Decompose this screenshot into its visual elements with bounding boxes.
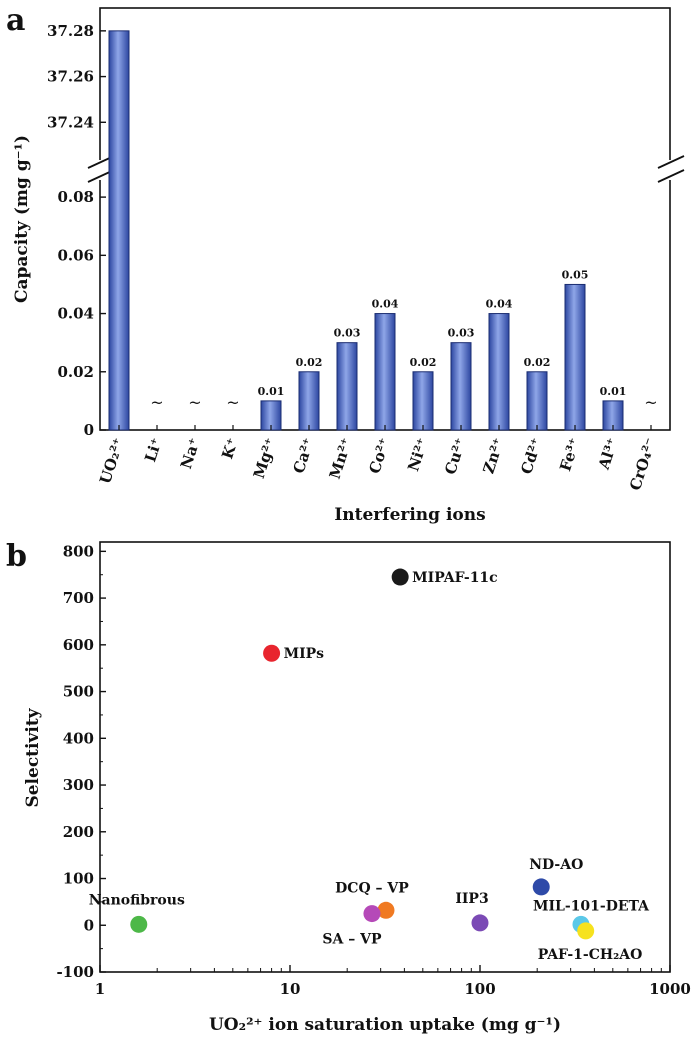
bar <box>336 342 358 431</box>
panel-a-x-tick-label: Ni²⁺ <box>404 436 432 474</box>
panel-a-x-tick-label: Ca²⁺ <box>290 436 318 476</box>
panel-b-y-axis-label: Selectivity <box>23 707 43 807</box>
scatter-point <box>532 878 550 896</box>
bar-data-label: ~ <box>150 393 163 412</box>
bar <box>450 342 472 431</box>
panel-a-x-axis-label: Interfering ions <box>334 505 485 525</box>
scatter-point-label: ND-AO <box>529 857 583 873</box>
panel-a-y-tick-label: 37.24 <box>47 113 94 131</box>
bar-data-label: 0.03 <box>334 327 361 340</box>
bar <box>108 30 130 431</box>
bar-data-label: 0.05 <box>562 268 589 281</box>
scatter-point <box>391 568 409 586</box>
scatter-point <box>363 905 381 923</box>
panel-b-x-tick-label: 10 <box>280 980 301 998</box>
scatter-point <box>471 914 489 932</box>
panel-a-x-tick-label: Mg²⁺ <box>250 436 280 481</box>
bar <box>374 313 396 431</box>
panel-b-ticks: -100 0 100 200 300 400 500 600 700 800 1 10 100 1000 <box>56 542 690 998</box>
bar-data-label: 0.02 <box>410 356 437 369</box>
panel-a-x-tick-label: Fe³⁺ <box>556 436 584 474</box>
panel-b-y-tick-label: 200 <box>63 823 94 841</box>
panel-a-x-tick-label: CrO₄²⁻ <box>626 436 660 493</box>
scatter-point-label: MIPs <box>284 646 325 662</box>
panel-a-x-tick-label: Cd²⁺ <box>517 436 546 477</box>
panel-a-y-tick-label: 0.02 <box>57 363 94 381</box>
bar-data-label: ~ <box>226 393 239 412</box>
panel-a-y-tick-label: 37.26 <box>47 68 94 86</box>
panel-b-y-tick-label: 300 <box>63 776 94 794</box>
panel-b-y-tick-label: -100 <box>56 963 94 981</box>
scatter-point <box>577 922 595 940</box>
panel-a-x-tick-label: Na⁺ <box>177 436 204 471</box>
panel-a-y-tick-label: 37.28 <box>47 22 94 40</box>
panel-a-y-tick-label: 0 <box>84 421 94 439</box>
scatter-point <box>130 915 148 933</box>
panel-a-x-tick-label: Li⁺ <box>141 436 166 465</box>
panel-b-y-tick-label: 700 <box>63 589 94 607</box>
bar-data-label: 0.02 <box>296 356 323 369</box>
panel-b-x-tick-label: 1 <box>95 980 105 998</box>
bar <box>488 313 510 431</box>
bar-data-label: 0.04 <box>372 298 399 311</box>
bar <box>564 283 586 431</box>
scatter-point-label: SA – VP <box>322 932 382 948</box>
scatter-point <box>263 644 281 662</box>
panel-b-x-axis-label: UO₂²⁺ ion saturation uptake (mg g⁻¹) <box>209 1015 561 1035</box>
bar-data-label: 0.02 <box>524 356 551 369</box>
panel-a-label: a <box>6 3 25 38</box>
panel-a-bars: ~ ~ ~0.01 0.02 0.03 0.04 0.02 0.03 0.04 0.02 0.05 0… <box>108 30 658 431</box>
bar-data-label: ~ <box>188 393 201 412</box>
bar <box>298 371 320 431</box>
bar <box>526 371 548 431</box>
panel-a-x-tick-label: Zn²⁺ <box>479 436 507 476</box>
bar-data-label: 0.03 <box>448 327 475 340</box>
panel-a-x-tick-label: Al³⁺ <box>595 436 622 473</box>
panel-a-x-tick-label: Co²⁺ <box>365 436 393 476</box>
bar-data-label: ~ <box>644 393 657 412</box>
panel-b-y-tick-label: 800 <box>63 542 94 560</box>
panel-b-points: MIPAF-11c MIPs Nanofibrous DCQ – VP SA – VP I… <box>89 568 650 963</box>
scatter-point-label: PAF-1-CH₂AO <box>538 947 643 963</box>
panel-a-y-ticks: 0 0.02 0.04 0.06 0.08 37.24 37.26 37.28 <box>47 22 106 439</box>
panel-a-y-axis-label: Capacity (mg g⁻¹) <box>12 135 32 303</box>
panel-a-y-tick-label: 0.06 <box>57 246 94 264</box>
panel-a-x-tick-label: Mn²⁺ <box>326 436 356 482</box>
panel-a-x-ticks: UO₂²⁺ Li⁺ Na⁺ K⁺ Mg²⁺ Ca²⁺ Mn²⁺ Co²⁺ Ni²⁺ Cu²⁺ Zn²… <box>96 425 660 493</box>
panel-a: a 0 0.02 0.04 0.06 0.08 37.24 37.26 37.28 ~ ~ ~0.… <box>6 3 685 525</box>
panel-b-y-tick-label: 400 <box>63 729 94 747</box>
axis-break-right <box>657 155 685 183</box>
panel-a-y-tick-label: 0.08 <box>57 188 94 206</box>
panel-b-frame <box>99 541 671 973</box>
bar-data-label: 0.01 <box>258 385 285 398</box>
panel-b-x-tick-label: 100 <box>464 980 495 998</box>
panel-a-x-tick-label: Cu²⁺ <box>441 436 470 477</box>
panel-b-y-tick-label: 100 <box>63 870 94 888</box>
panel-a-x-tick-label: UO₂²⁺ <box>96 436 128 486</box>
bar-data-label: 0.01 <box>600 385 627 398</box>
scatter-point-label: Nanofibrous <box>89 892 185 908</box>
panel-b-y-tick-label: 500 <box>63 683 94 701</box>
panel-b-label: b <box>6 539 27 574</box>
panel-b-x-tick-label: 1000 <box>649 980 691 998</box>
scatter-point <box>377 901 395 919</box>
bar <box>412 371 434 431</box>
scatter-point-label: IIP3 <box>455 891 488 907</box>
panel-b: b -100 0 100 200 300 400 500 600 700 800 1 10 100 100… <box>6 539 691 1035</box>
panel-b-y-tick-label: 600 <box>63 636 94 654</box>
panel-a-y-tick-label: 0.04 <box>57 305 94 323</box>
panel-a-x-tick-label: K⁺ <box>218 436 242 462</box>
panel-b-y-tick-label: 0 <box>84 916 94 934</box>
bar-data-label: 0.04 <box>486 298 513 311</box>
scatter-point-label: MIPAF-11c <box>412 570 498 586</box>
scatter-point-label: DCQ – VP <box>335 880 409 896</box>
scatter-point-label: MIL-101-DETA <box>533 898 650 914</box>
